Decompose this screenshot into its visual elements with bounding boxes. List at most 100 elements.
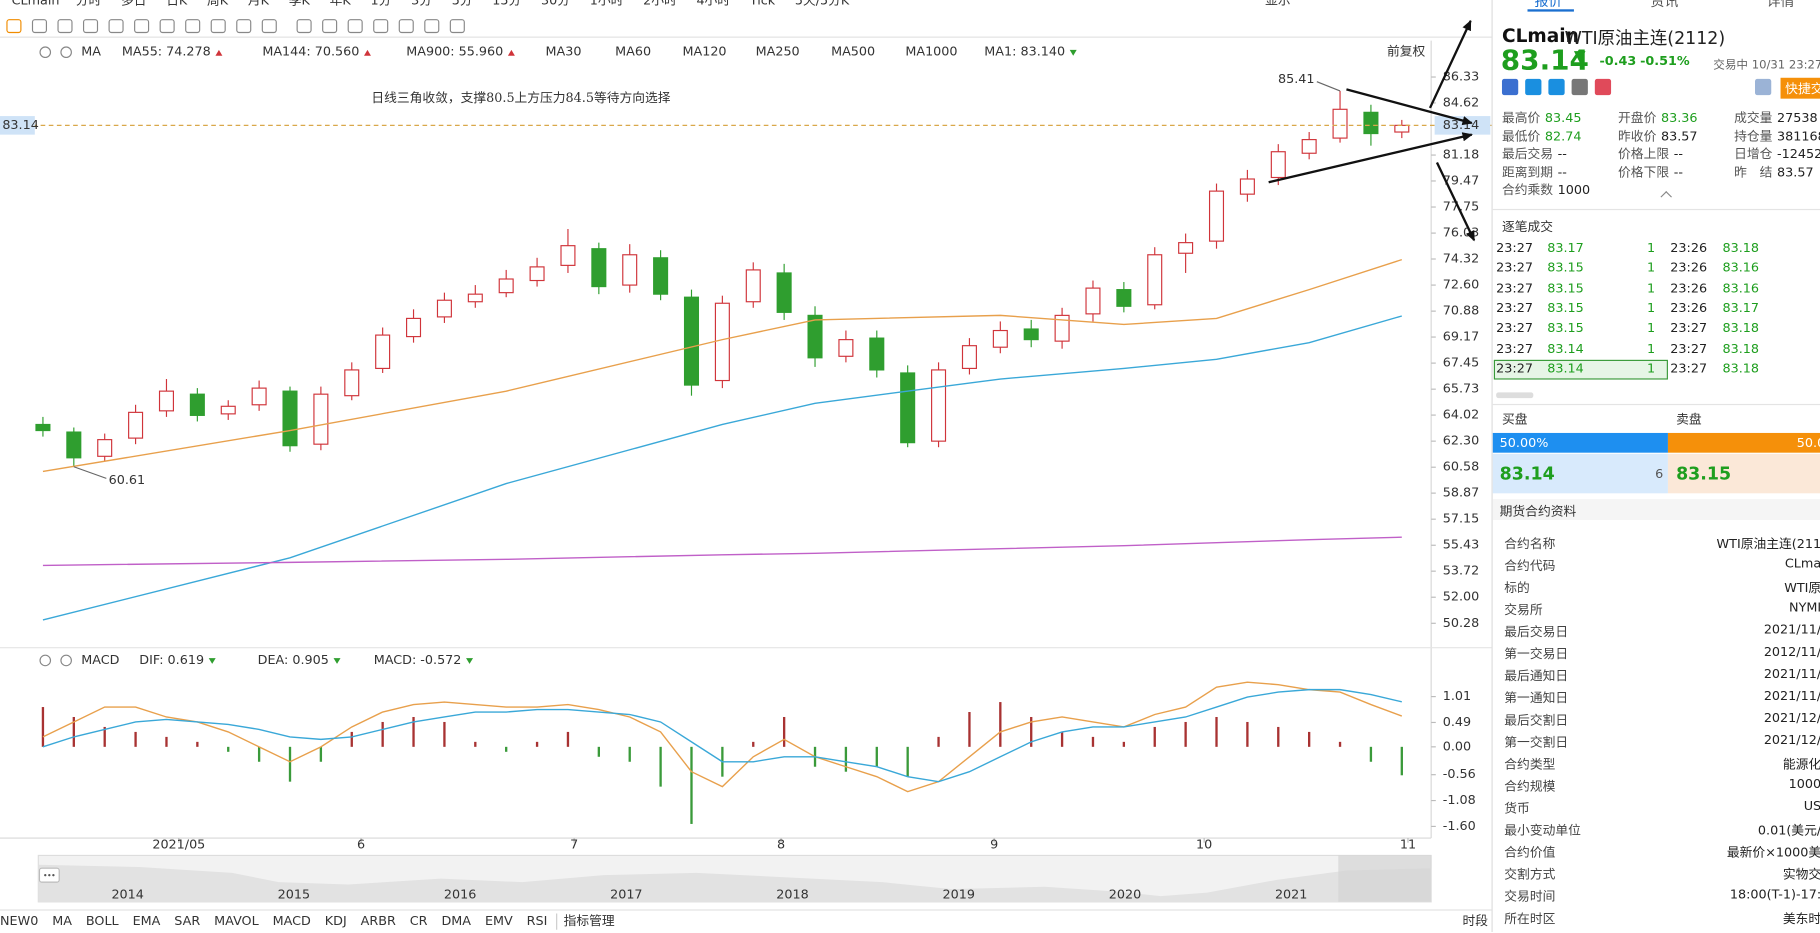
panel-tab[interactable]: 资讯 [1650,0,1679,10]
trade-cell: 1 [1647,340,1656,356]
panel-tab[interactable]: 详情 [1766,0,1795,10]
tool-icon[interactable] [210,19,226,34]
indicator-manage[interactable]: 指标管理 [564,914,615,929]
indicator-tab[interactable]: ARBR [361,914,396,929]
panel-tab[interactable]: 报价 [1534,0,1563,10]
period-tab[interactable]: 3分 [411,0,432,9]
period-tab[interactable]: 15分 [492,0,521,9]
tool-icon[interactable] [373,19,389,34]
period-tab[interactable]: Tick [749,0,776,9]
tool-icon[interactable] [236,19,252,34]
tool-icon[interactable] [82,19,99,34]
indicator-tab[interactable]: DMA [441,914,471,929]
period-tab[interactable]: 日K [166,0,188,9]
period-tab[interactable]: 月K [248,0,270,9]
tool-icon[interactable] [31,19,48,34]
feature-icon[interactable] [1525,78,1542,96]
display-menu[interactable]: 显示 [1265,0,1291,9]
bid-qty: 6 [1655,466,1664,482]
macd-bar [1184,721,1187,747]
indicator-tab[interactable]: BOLL [86,914,120,929]
indicator-tab[interactable]: KDJ [325,914,347,929]
period-tab[interactable]: 5天/5分K [795,0,850,9]
macd-bar [165,736,168,747]
tool-icon[interactable] [296,19,312,34]
tool-icon[interactable] [322,19,338,34]
collapse[interactable] [1660,190,1672,203]
tool-icon[interactable] [449,19,465,34]
toolbar-symbol[interactable]: CLmain [12,0,60,9]
y-tick-label: 69.17 [1443,330,1480,345]
ma-legend-inactive[interactable]: MA1000 [905,45,957,60]
ma-legend-inactive[interactable]: MA250 [756,45,800,60]
info-label: 最小变动单位 [1504,822,1581,839]
tool-icon[interactable] [57,19,73,34]
scrollbar[interactable] [1496,392,1534,399]
quick-trade[interactable]: 快捷交 [1780,77,1820,99]
macd-line [42,688,1402,783]
trend-icon [363,49,371,56]
candle-body [1301,139,1317,154]
period-tab[interactable]: 年K [330,0,352,9]
period-tab[interactable]: 多日 [121,0,147,9]
period-tab[interactable]: 4小时 [696,0,730,9]
candle-body [1208,190,1225,242]
tool-icon[interactable] [6,19,22,34]
indicator-tab[interactable]: SAR [174,914,200,929]
feature-icon[interactable] [1594,78,1612,96]
tool-icon[interactable] [185,19,201,34]
indicator-tab[interactable]: NEW0 [0,914,38,929]
macd-bar [1338,741,1342,747]
tool-icon[interactable] [108,19,124,34]
stat-label: 昨收价 [1618,128,1657,144]
tool-icon[interactable] [398,19,414,34]
info-value: 美东时 [1782,911,1820,927]
indicator-tab[interactable]: MAVOL [214,914,259,929]
period-tab[interactable]: 5分 [452,0,473,9]
period-tab[interactable]: 1小时 [590,0,624,9]
macd-bar [875,746,878,767]
alert-icon[interactable] [1754,78,1772,96]
ma-legend-inactive[interactable]: MA30 [546,45,582,60]
tool-icon[interactable] [424,19,440,34]
period-tab[interactable]: 周K [207,0,229,9]
ma-legend-inactive[interactable]: MA60 [615,45,651,60]
ma-legend-inactive[interactable]: MA120 [682,45,726,60]
period-tab[interactable]: 2小时 [643,0,677,9]
indicator-tab[interactable]: RSI [527,914,548,929]
y-tick-label: 70.88 [1443,304,1480,319]
close-icon[interactable] [60,46,72,59]
period-setting[interactable]: 时段 [1462,914,1488,929]
tool-icon[interactable] [347,19,363,34]
indicator-tab[interactable]: MACD [273,914,311,929]
indicator-tab[interactable]: CR [410,914,428,929]
period-tab[interactable]: 季K [289,0,311,9]
tool-icon[interactable] [159,19,175,34]
indicator-tab[interactable]: EMA [133,914,161,929]
candle-body [529,266,545,282]
feature-icon[interactable] [1501,78,1519,96]
period-tab[interactable]: 分时 [76,0,102,9]
ma-legend-inactive[interactable]: MA500 [831,45,875,60]
stat: 价格下限 -- [1618,162,1683,181]
y-tick-label: 60.58 [1443,460,1480,475]
settings-icon[interactable] [39,46,52,59]
macd-bar [906,746,909,777]
settings-icon[interactable] [39,654,52,667]
period-tab[interactable]: 1分 [370,0,391,9]
close-icon[interactable] [60,654,72,667]
feature-icon[interactable] [1571,78,1588,96]
trend-icon [466,658,474,664]
candle-body [313,393,329,445]
navigator-window[interactable] [1338,855,1432,902]
adjust-mode[interactable]: 前复权 [1387,44,1425,60]
feature-icon[interactable] [1548,78,1565,96]
stat-value: 27538 [1777,110,1818,126]
tool-icon[interactable] [261,19,277,34]
tool-icon[interactable] [134,19,150,34]
indicator-tab[interactable]: MA [52,914,72,929]
stat-value: -- [1557,164,1567,180]
indicator-tab[interactable]: EMV [485,914,513,929]
macd-bar [1030,716,1033,747]
period-tab[interactable]: 30分 [541,0,570,9]
